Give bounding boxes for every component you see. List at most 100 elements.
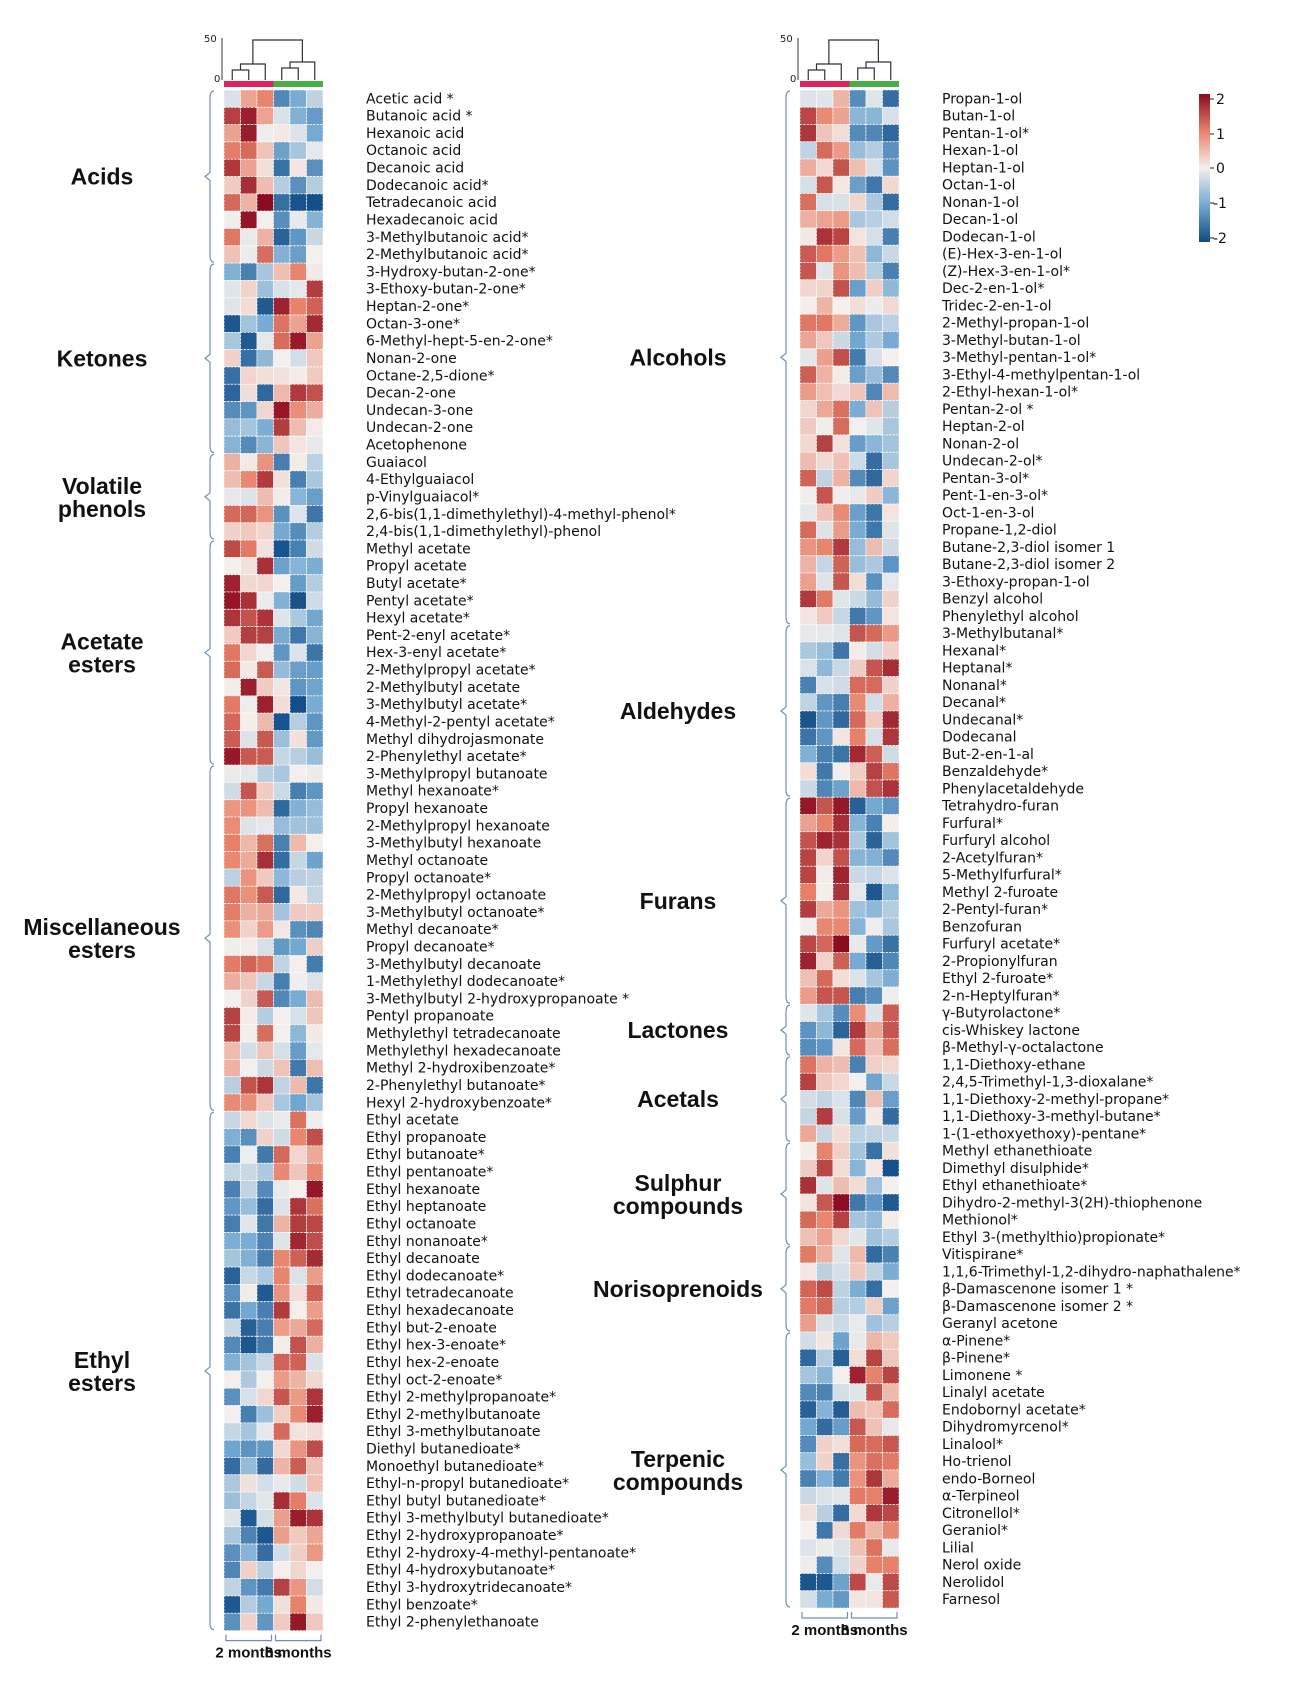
heatmap-cell: [816, 1228, 834, 1247]
compound-label: Pentan-1-ol*: [942, 126, 1029, 142]
heatmap-cell: [223, 660, 241, 679]
compound-label: Ethyl 4-hydroxybutanoate*: [366, 1563, 555, 1579]
compound-label: Ethyl-n-propyl butanedioate*: [366, 1476, 569, 1492]
heatmap-cell: [289, 453, 307, 472]
heatmap-cell: [816, 1021, 834, 1040]
dendrogram-branch: [828, 39, 879, 64]
heatmap-cell: [223, 401, 241, 420]
compound-label: Ethyl nonanoate*: [366, 1234, 488, 1250]
heatmap-cell: [306, 1439, 324, 1458]
compound-label: Pentyl propanoate: [366, 1009, 494, 1025]
dendrogram-branch: [252, 39, 303, 64]
heatmap-cell: [849, 1366, 867, 1385]
heatmap-cell: [849, 1072, 867, 1091]
heatmap-cell: [273, 297, 291, 316]
heatmap-cell: [816, 1366, 834, 1385]
heatmap-cell: [289, 1612, 307, 1631]
heatmap-cell: [799, 1504, 817, 1523]
heatmap-cell: [799, 1417, 817, 1436]
heatmap-cell: [882, 1435, 900, 1454]
compound-label: Ho-trienol: [942, 1454, 1011, 1470]
heatmap-cell: [273, 331, 291, 351]
group-bar-2-months: [224, 81, 274, 87]
heatmap-cell: [799, 1090, 817, 1109]
heatmap-cell: [273, 1595, 291, 1614]
heatmap-cell: [240, 1578, 258, 1597]
compound-label: Linalool*: [942, 1437, 1003, 1453]
heatmap-cell: [799, 624, 817, 643]
heatmap-cell: [273, 955, 291, 974]
heatmap-cell: [273, 1560, 291, 1580]
heatmap-cell: [799, 1210, 817, 1229]
compound-label: Hexanal*: [942, 643, 1006, 659]
heatmap-cell: [256, 1439, 274, 1458]
compound-label: endo-Borneol: [942, 1471, 1035, 1487]
heatmap-cell: [289, 539, 307, 558]
heatmap-cell: [865, 1159, 883, 1178]
heatmap-cell: [849, 1003, 867, 1022]
heatmap-cell: [799, 469, 817, 488]
heatmap-cell: [799, 779, 817, 798]
heatmap-cell: [849, 193, 867, 212]
heatmap-cell: [306, 435, 324, 454]
heatmap-cell: [832, 1435, 850, 1454]
heatmap-cell: [849, 745, 867, 764]
compound-label: Pent-2-enyl acetate*: [366, 628, 510, 644]
heatmap-cell: [240, 799, 258, 818]
heatmap-cell: [289, 158, 307, 177]
heatmap-cell: [882, 296, 900, 315]
heatmap-cell: [240, 1560, 258, 1580]
compound-label: Endobornyl acetate*: [942, 1402, 1086, 1418]
heatmap-cell: [799, 1366, 817, 1385]
heatmap-cell: [882, 900, 900, 919]
heatmap-cell: [256, 608, 274, 628]
heatmap-cell: [240, 349, 258, 368]
heatmap-cell: [882, 193, 900, 212]
heatmap-cell: [816, 1504, 834, 1523]
heatmap-cell: [865, 244, 883, 263]
heatmap-cell: [289, 1578, 307, 1597]
heatmap-cell: [849, 572, 867, 591]
heatmap-cell: [289, 1110, 307, 1130]
heatmap-cell: [240, 1543, 258, 1562]
heatmap-cell: [882, 814, 900, 833]
heatmap-cell: [273, 556, 291, 576]
heatmap-cell: [799, 1452, 817, 1471]
heatmap-cell: [306, 1180, 324, 1199]
heatmap-cell: [865, 538, 883, 557]
heatmap-cell: [832, 382, 850, 401]
heatmap-cell: [240, 280, 258, 299]
heatmap-cell: [289, 1041, 307, 1060]
heatmap-cell: [256, 955, 274, 974]
compound-label: Octan-1-ol: [942, 178, 1015, 194]
heatmap-cell: [289, 193, 307, 212]
heatmap-cell: [799, 1159, 817, 1178]
heatmap-cell: [223, 1474, 241, 1493]
heatmap-cell: [882, 693, 900, 712]
heatmap-cell: [256, 989, 274, 1008]
heatmap-cell: [306, 712, 324, 731]
heatmap-cell: [849, 1348, 867, 1367]
heatmap-cell: [240, 158, 258, 177]
heatmap-cell: [832, 1090, 850, 1109]
compound-label: 2-Methyl-propan-1-ol: [942, 316, 1089, 332]
heatmap-cell: [306, 1041, 324, 1060]
heatmap-cell: [882, 279, 900, 298]
heatmap-cell: [273, 574, 291, 593]
heatmap-cell: [256, 1370, 274, 1389]
heatmap-cell: [882, 1521, 900, 1540]
heatmap-cell: [289, 314, 307, 333]
heatmap-cell: [306, 885, 324, 904]
heatmap-cell: [256, 1543, 274, 1562]
group-label-8-months: 8 months: [265, 1645, 332, 1662]
heatmap-cell: [289, 418, 307, 437]
heatmap-cell: [816, 986, 834, 1005]
compound-label: β-Damascenone isomer 1 *: [942, 1282, 1133, 1298]
heatmap-cell: [865, 175, 883, 194]
compound-label: Nonanal*: [942, 678, 1007, 694]
heatmap-cell: [849, 1331, 867, 1350]
heatmap-cell: [865, 1210, 883, 1229]
heatmap-cell: [306, 1543, 324, 1562]
heatmap-cell: [799, 158, 817, 177]
